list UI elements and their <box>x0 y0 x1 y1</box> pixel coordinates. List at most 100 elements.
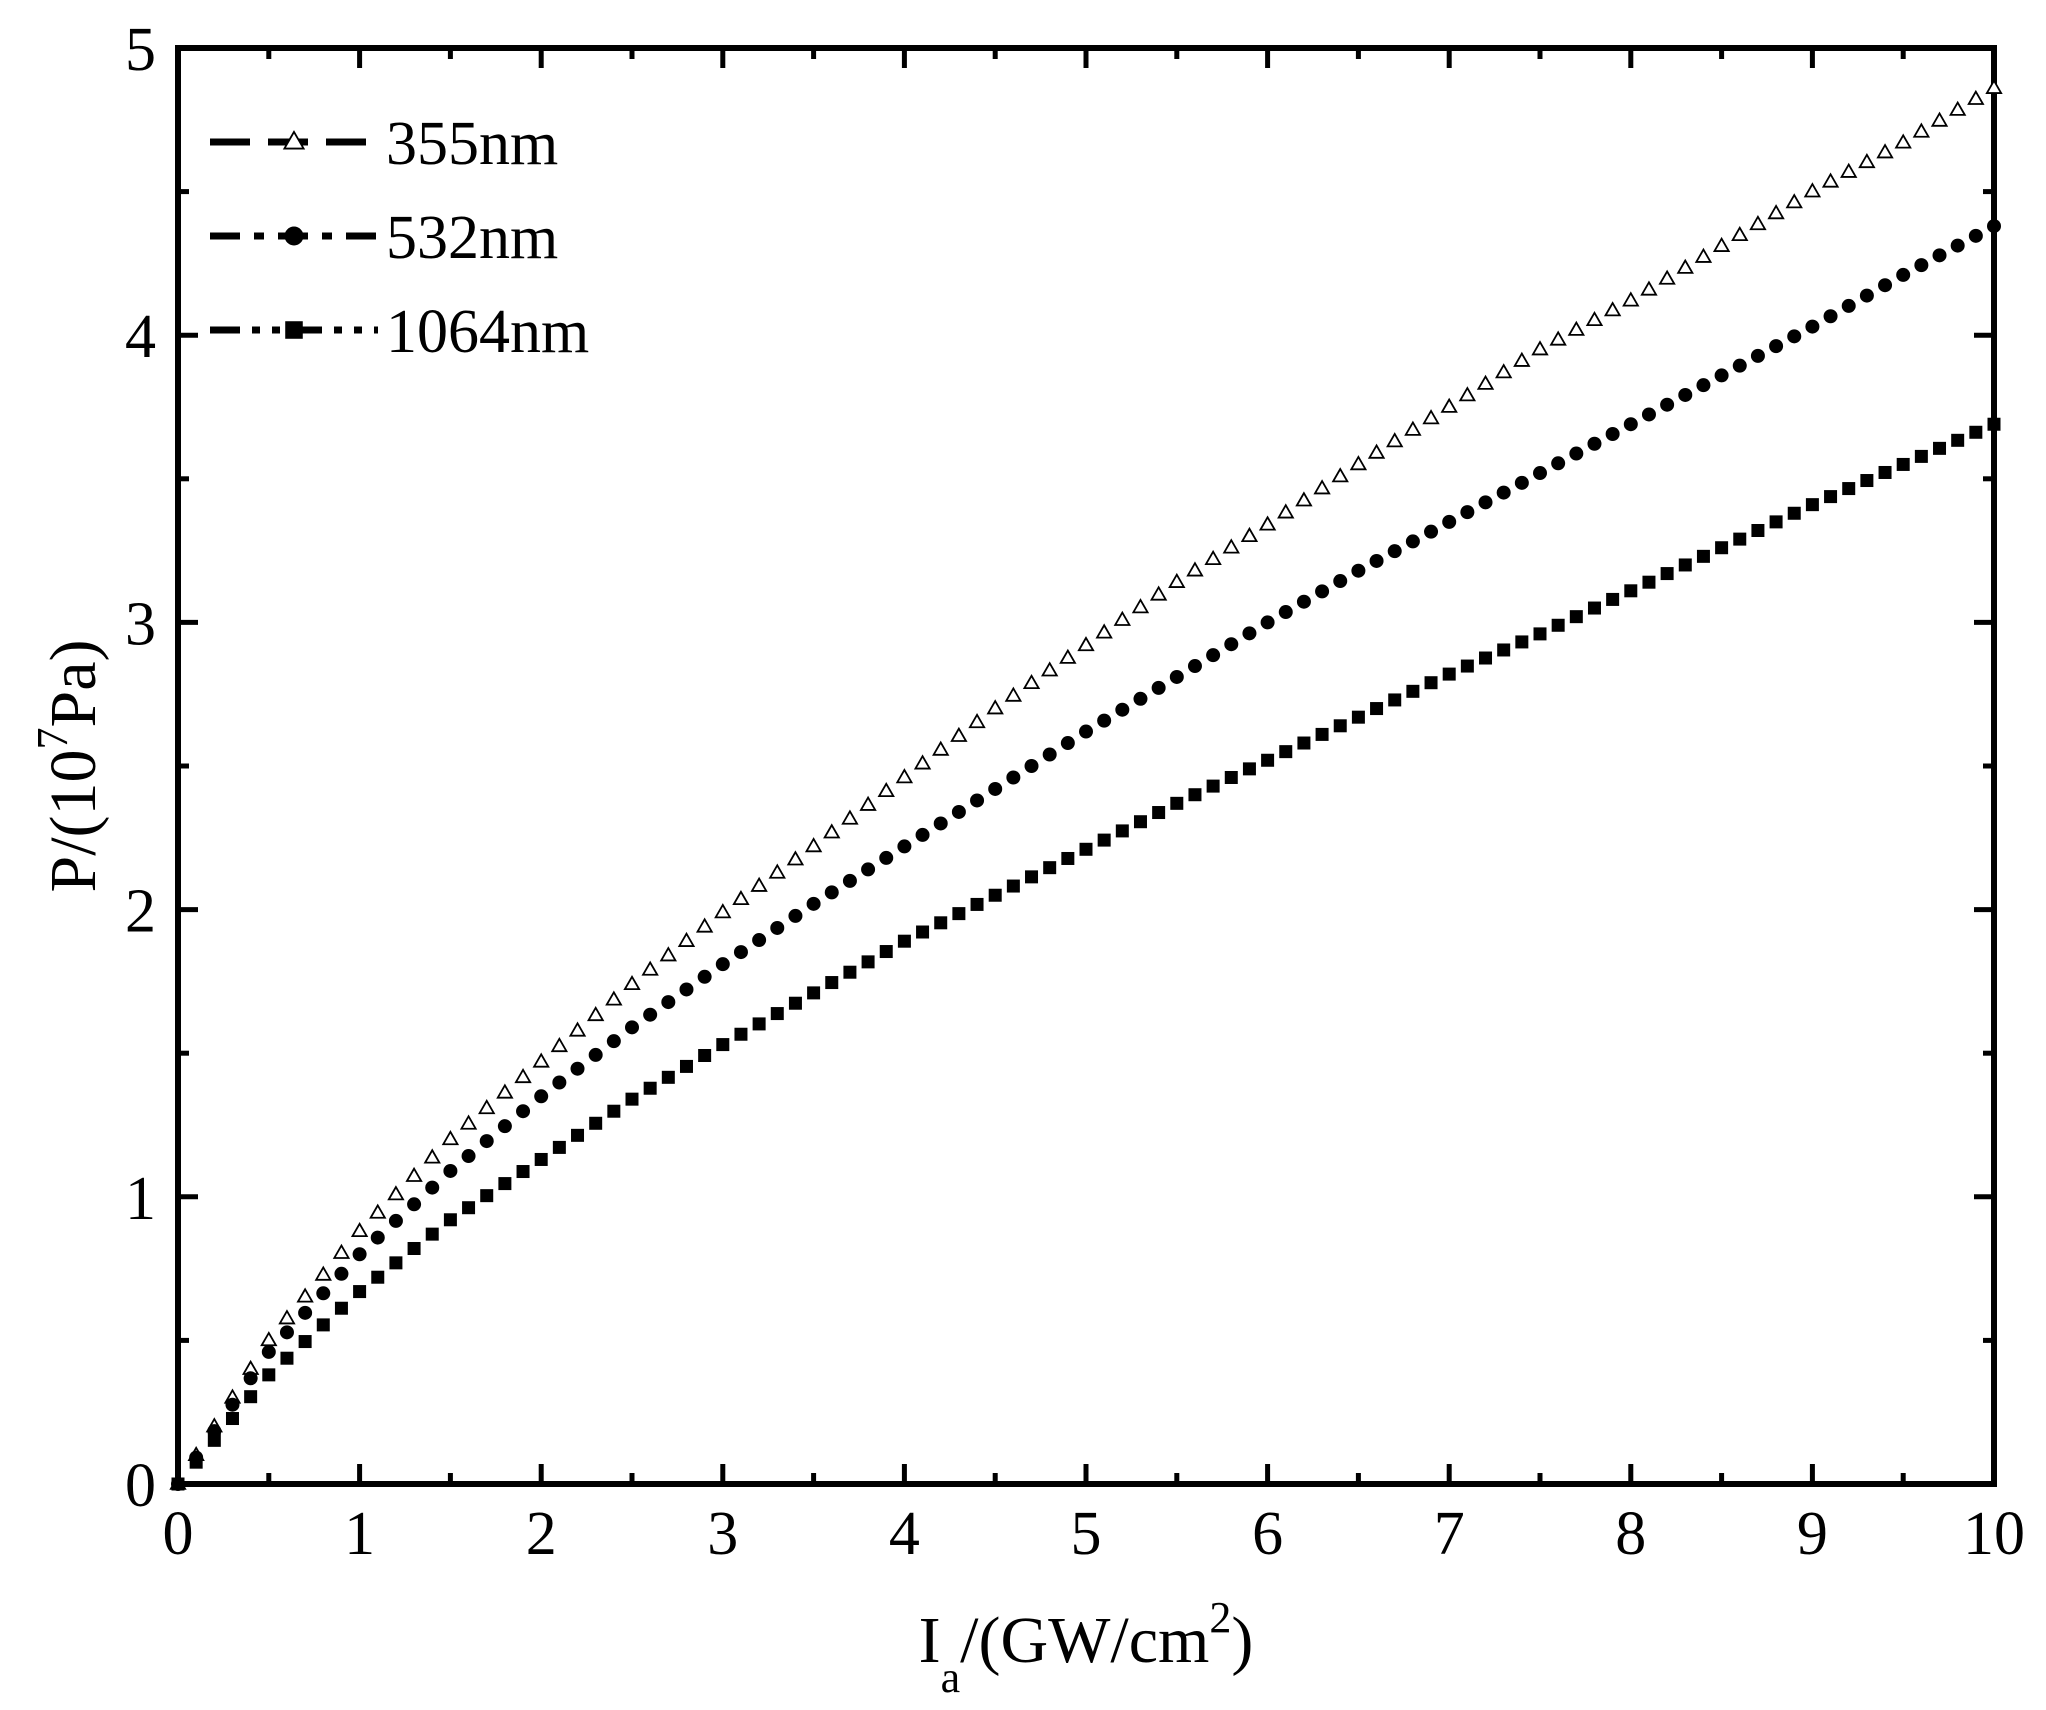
square-marker <box>1842 482 1856 496</box>
circle-marker <box>407 1197 422 1212</box>
triangle-marker <box>1494 363 1513 379</box>
triangle-marker <box>1367 443 1386 459</box>
square-marker <box>752 1017 766 1031</box>
circle-marker <box>1896 267 1911 282</box>
square-marker <box>207 1433 221 1447</box>
circle-marker <box>479 1134 494 1149</box>
circle-marker <box>1841 298 1856 313</box>
circle-marker <box>1678 387 1693 402</box>
triangle-marker <box>496 1083 514 1099</box>
triangle-marker <box>877 781 895 798</box>
circle-marker <box>1914 258 1929 273</box>
triangle-marker <box>1040 661 1059 677</box>
triangle-marker <box>659 946 678 962</box>
x-tick-label: 3 <box>707 1500 738 1568</box>
square-marker <box>1660 567 1674 581</box>
triangle-marker <box>641 960 659 976</box>
square-marker <box>916 925 930 939</box>
circle-marker <box>661 995 676 1010</box>
circle-marker <box>1805 319 1820 334</box>
triangle-marker <box>768 863 786 879</box>
triangle-marker <box>1131 598 1150 614</box>
square-marker <box>934 916 948 930</box>
triangle-marker <box>1712 236 1731 252</box>
triangle-marker <box>282 130 306 150</box>
triangle-marker <box>1858 153 1876 169</box>
y-tick-label: 3 <box>125 590 156 658</box>
circle-marker <box>1714 368 1729 383</box>
square-marker <box>770 1007 784 1021</box>
circle-marker <box>1206 648 1221 663</box>
circle-marker <box>970 793 985 808</box>
square-marker <box>625 1092 639 1106</box>
circle-marker <box>606 1034 621 1049</box>
square-marker <box>1733 532 1747 546</box>
circle-marker <box>1405 534 1420 549</box>
circle-marker <box>1333 574 1348 589</box>
triangle-marker <box>1258 515 1277 531</box>
square-marker <box>1787 506 1801 520</box>
legend-label: 1064nm <box>386 298 589 366</box>
circle-marker <box>225 1397 240 1412</box>
square-marker <box>1006 879 1020 893</box>
square-marker <box>1079 842 1093 856</box>
triangle-marker <box>1440 397 1458 413</box>
square-marker <box>1224 770 1238 784</box>
square-marker <box>1751 523 1765 537</box>
triangle-marker <box>750 876 768 892</box>
triangle-marker <box>1168 572 1186 588</box>
square-marker <box>661 1070 675 1084</box>
circle-marker <box>679 982 694 997</box>
square-marker <box>1279 745 1293 759</box>
circle-marker <box>552 1075 567 1090</box>
triangle-marker <box>1077 636 1095 652</box>
circle-marker <box>1514 475 1529 490</box>
square-marker <box>298 1335 312 1349</box>
circle-marker <box>1823 309 1838 324</box>
x-tick-label: 0 <box>163 1500 194 1568</box>
triangle-marker <box>1767 204 1785 220</box>
triangle-marker <box>1731 225 1749 242</box>
circle-marker <box>279 1325 294 1340</box>
square-marker <box>897 934 911 948</box>
square-marker <box>788 996 802 1010</box>
legend: 355nm 532nm 1064nm <box>210 110 589 366</box>
circle-marker <box>1569 446 1584 461</box>
triangle-marker <box>1821 172 1840 188</box>
circle-marker <box>352 1247 367 1262</box>
triangle-marker <box>1967 89 1985 105</box>
triangle-marker <box>1531 340 1549 356</box>
triangle-marker <box>677 931 696 947</box>
triangle-marker <box>1349 455 1368 471</box>
triangle-marker <box>1513 351 1531 367</box>
square-marker <box>171 1477 185 1491</box>
triangle-marker <box>1113 610 1132 626</box>
circle-marker <box>752 933 767 948</box>
circle-marker <box>1987 219 2001 234</box>
circle-marker <box>1551 456 1566 471</box>
triangle-marker <box>1749 215 1767 231</box>
circle-marker <box>1169 669 1184 684</box>
square-marker <box>1914 449 1928 463</box>
triangle-marker <box>1222 538 1240 554</box>
x-tick-label: 6 <box>1252 1500 1283 1568</box>
y-tick-label: 0 <box>125 1452 156 1520</box>
square-marker <box>1896 457 1910 471</box>
circle-marker <box>1859 288 1874 303</box>
circle-marker <box>733 945 748 960</box>
square-marker <box>1642 575 1656 589</box>
triangle-marker <box>841 809 859 825</box>
square-marker <box>443 1213 457 1227</box>
x-tick-label: 9 <box>1797 1500 1828 1568</box>
triangle-marker <box>932 740 950 756</box>
triangle-marker <box>1622 291 1640 307</box>
square-marker <box>498 1177 512 1191</box>
circle-marker <box>643 1007 658 1022</box>
square-marker <box>407 1241 421 1255</box>
circle-marker <box>897 839 912 854</box>
circle-marker <box>770 920 785 935</box>
square-marker <box>879 945 893 959</box>
square-marker <box>1951 433 1965 447</box>
square-marker <box>462 1201 476 1215</box>
legend-marker <box>284 226 304 246</box>
